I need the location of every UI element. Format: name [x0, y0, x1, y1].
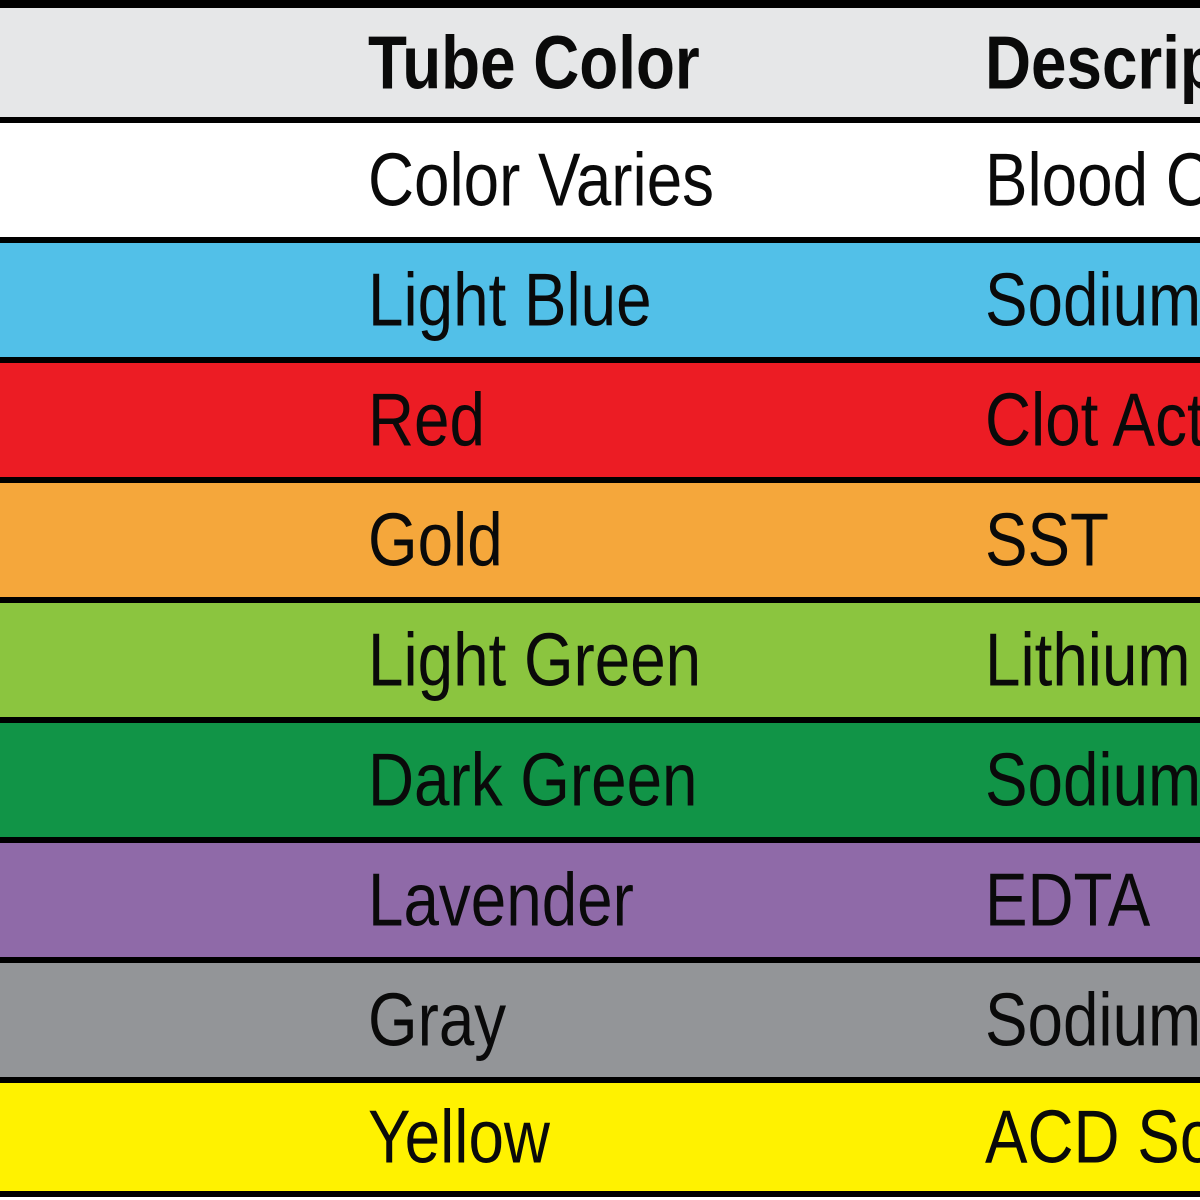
description-value: Blood Cultures — [985, 137, 1200, 222]
table-row-gray: Gray Sodium Fluoride — [0, 963, 1200, 1083]
table-row-color-varies: Color Varies Blood Cultures — [0, 123, 1200, 243]
description-value: Sodium Heparin — [985, 737, 1200, 822]
table-row-gold: Gold SST — [0, 483, 1200, 603]
description-value: ACD Solution — [985, 1094, 1200, 1179]
next-row-partial — [0, 1197, 1200, 1200]
table-row-red: Red Clot Activator — [0, 363, 1200, 483]
description-value: Sodium Citrate — [985, 257, 1200, 342]
description-value: Sodium Fluoride — [985, 977, 1200, 1062]
tube-color-value: Gold — [368, 497, 503, 582]
description-value: EDTA — [985, 857, 1151, 942]
tube-color-value: Color Varies — [368, 137, 715, 222]
tube-color-value: Dark Green — [368, 737, 698, 822]
table-row-lavender: Lavender EDTA — [0, 843, 1200, 963]
table-header-row: Tube Color Description — [0, 8, 1200, 123]
table-row-yellow: Yellow ACD Solution — [0, 1083, 1200, 1197]
description-value: SST — [985, 497, 1109, 582]
column-header-tube-color: Tube Color — [368, 20, 700, 104]
description-value: Lithium Heparin — [985, 617, 1200, 702]
description-value: Clot Activator — [985, 377, 1200, 462]
tube-color-value: Red — [368, 377, 485, 462]
tube-color-value: Gray — [368, 977, 507, 1062]
table-row-light-green: Light Green Lithium Heparin — [0, 603, 1200, 723]
column-header-description: Description — [985, 20, 1200, 104]
table-row-dark-green: Dark Green Sodium Heparin — [0, 723, 1200, 843]
tube-color-value: Yellow — [368, 1094, 550, 1179]
tube-color-value: Light Green — [368, 617, 702, 702]
tube-color-value: Lavender — [368, 857, 634, 942]
table-top-border — [0, 0, 1200, 8]
table-row-light-blue: Light Blue Sodium Citrate — [0, 243, 1200, 363]
tube-color-value: Light Blue — [368, 257, 652, 342]
